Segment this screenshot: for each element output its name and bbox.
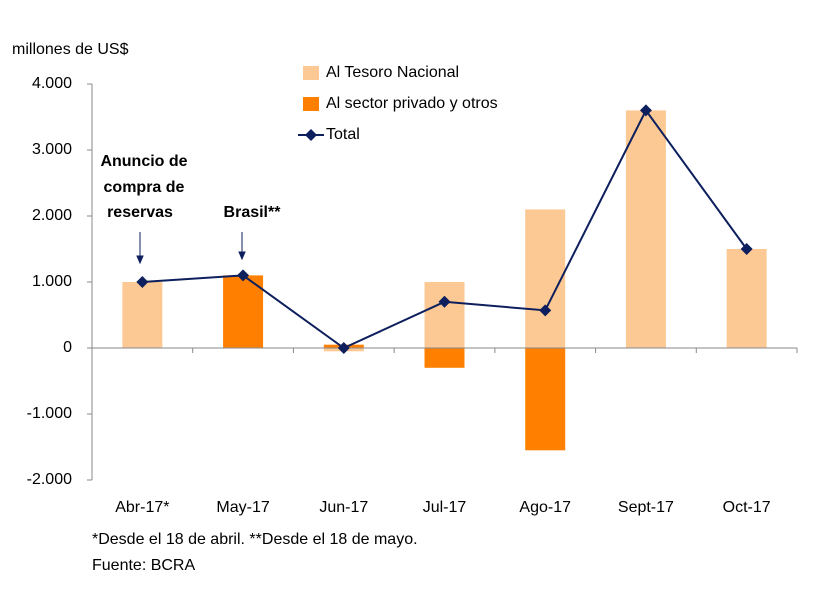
marker [639, 104, 652, 117]
legend-swatch [303, 66, 319, 80]
bar [223, 275, 264, 348]
footnote: Fuente: BCRA [92, 557, 195, 574]
y-tick-label: 2.000 [32, 207, 72, 224]
bar [424, 282, 465, 348]
marker [237, 269, 250, 282]
y-tick-label: -2.000 [27, 471, 72, 488]
bar [122, 282, 163, 348]
y-tick-label: -1.000 [27, 405, 72, 422]
bar [625, 110, 666, 349]
footnote: *Desde el 18 de abril. **Desde el 18 de … [92, 531, 418, 548]
x-tick-label: Oct-17 [723, 499, 771, 516]
x-tick-label: May-17 [216, 499, 269, 516]
annotation: Anuncio de [100, 153, 187, 170]
y-tick-label: 1.000 [32, 273, 72, 290]
x-tick-label: Jun-17 [319, 499, 368, 516]
bar [726, 249, 767, 348]
x-tick-label: Abr-17* [115, 499, 169, 516]
marker [337, 342, 350, 354]
annotation: compra de [104, 179, 185, 196]
bar [525, 348, 566, 451]
bar [525, 209, 566, 348]
y-tick-label: 4.000 [32, 75, 72, 92]
legend-label: Al Tesoro Nacional [326, 64, 459, 81]
annotation: reservas [107, 204, 173, 221]
annotation-arrow [136, 232, 246, 265]
y-tick-label: 0 [63, 339, 72, 356]
x-tick-label: Sept-17 [618, 499, 674, 516]
legend-label: Al sector privado y otros [326, 95, 498, 112]
y-axis-label: millones de US$ [12, 41, 129, 58]
marker [438, 295, 451, 308]
x-tick-label: Jul-17 [423, 499, 467, 516]
x-tick-label: Ago-17 [519, 499, 571, 516]
annotation: Brasil** [224, 204, 282, 221]
y-tick-label: 3.000 [32, 141, 72, 158]
marker [539, 304, 552, 317]
legend-swatch [305, 129, 317, 141]
marker [136, 276, 149, 288]
legend-swatch [303, 97, 319, 111]
bar [424, 348, 465, 368]
legend-label: Total [326, 126, 360, 143]
marker [740, 243, 753, 255]
